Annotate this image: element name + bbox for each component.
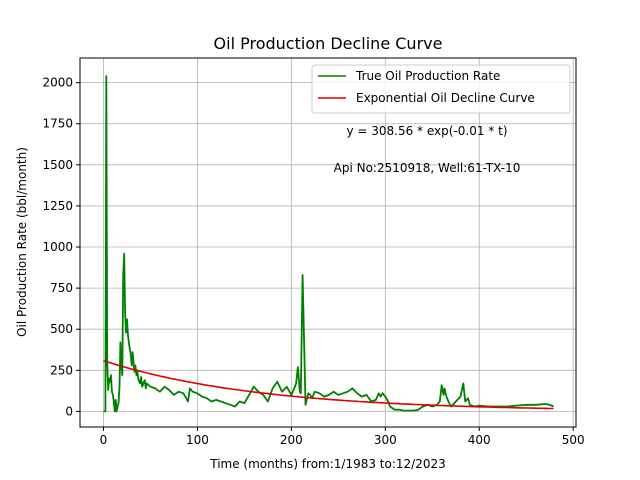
x-axis-label: Time (months) from:1/1983 to:12/2023 xyxy=(209,457,446,471)
x-tick-label: 400 xyxy=(468,433,491,447)
x-tick-label: 0 xyxy=(100,433,108,447)
y-tick-label: 1250 xyxy=(42,199,73,213)
legend-box xyxy=(311,64,571,114)
well-info: Api No:2510918, Well:61-TX-10 xyxy=(334,161,521,175)
y-tick-label: 1750 xyxy=(42,117,73,131)
y-tick-label: 250 xyxy=(50,363,73,377)
y-tick-label: 1500 xyxy=(42,158,73,172)
y-axis: 0 250 500 750 1000 1250 1500 1750 2000 xyxy=(42,76,80,418)
y-tick-label: 1000 xyxy=(42,240,73,254)
series-line-decline-curve xyxy=(103,359,554,410)
y-tick-label: 500 xyxy=(50,322,73,336)
x-tick-label: 100 xyxy=(186,433,209,447)
series-line-true-rate xyxy=(103,75,554,413)
x-tick-label: 200 xyxy=(280,433,303,447)
y-tick-label: 0 xyxy=(65,404,73,418)
plot-area xyxy=(103,75,554,413)
legend: True Oil Production Rate Exponential Oil… xyxy=(311,64,571,114)
chart-title: Oil Production Decline Curve xyxy=(214,34,443,53)
fit-equation: y = 308.56 * exp(-0.01 * t) xyxy=(346,124,507,138)
x-axis: 0 100 200 300 400 500 xyxy=(100,427,585,447)
legend-label-decline-curve: Exponential Oil Decline Curve xyxy=(356,91,535,105)
annotations: y = 308.56 * exp(-0.01 * t) Api No:25109… xyxy=(334,124,521,175)
x-tick-label: 300 xyxy=(374,433,397,447)
legend-label-true-rate: True Oil Production Rate xyxy=(355,69,500,83)
x-tick-label: 500 xyxy=(562,433,585,447)
axes-frame xyxy=(79,57,577,428)
y-axis-label: Oil Production Rate (bbl/month) xyxy=(15,147,29,337)
y-tick-label: 750 xyxy=(50,281,73,295)
y-tick-label: 2000 xyxy=(42,76,73,90)
